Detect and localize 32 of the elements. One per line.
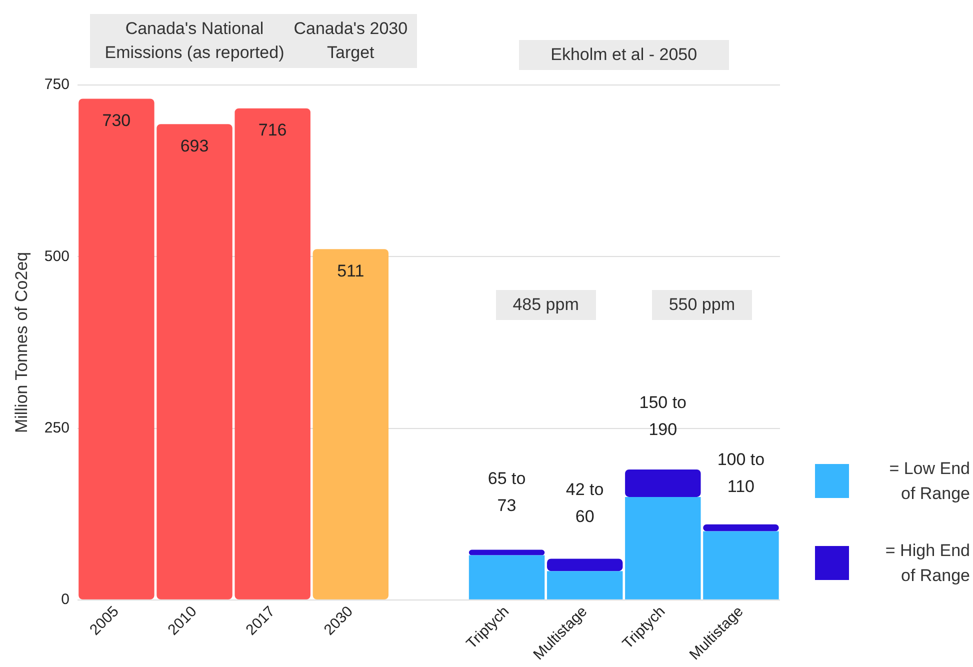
legend-label: = High End of Range — [884, 540, 970, 587]
bar — [546, 558, 623, 572]
bar — [703, 524, 779, 532]
annotation: 150 to 190 — [638, 392, 688, 441]
y-tick-label: 250 — [44, 419, 70, 436]
y-axis-title: Million Tonnes of Co2eq — [12, 252, 31, 434]
bar — [625, 496, 701, 600]
bar — [546, 571, 623, 600]
bar — [703, 531, 779, 600]
y-tick-label: 500 — [44, 248, 70, 265]
bar — [234, 108, 310, 600]
bar — [468, 555, 545, 600]
text: Canada's National Emissions (as reported) — [104, 19, 284, 62]
annotation: 550 ppm — [652, 290, 752, 320]
data-label: 730 — [102, 110, 131, 130]
annotation: 65 to 73 — [486, 468, 527, 517]
bar — [156, 124, 232, 600]
annotation: 42 to 60 — [564, 479, 605, 528]
text: Ekholm et al - 2050 — [518, 40, 729, 70]
legend-label: = Low End of Range — [888, 458, 970, 505]
bar — [468, 550, 545, 556]
data-label: 693 — [180, 136, 209, 156]
bar — [625, 469, 701, 497]
data-label: 716 — [258, 120, 287, 140]
annotation: 485 ppm — [496, 290, 596, 320]
data-label: 511 — [337, 261, 364, 280]
y-tick-label: 750 — [44, 76, 70, 94]
text: Canada's 2030 Target — [284, 14, 417, 68]
bar — [78, 98, 154, 600]
bar — [312, 249, 389, 600]
annotation: 100 to 110 — [716, 449, 766, 498]
y-tick-label: 0 — [61, 591, 70, 608]
